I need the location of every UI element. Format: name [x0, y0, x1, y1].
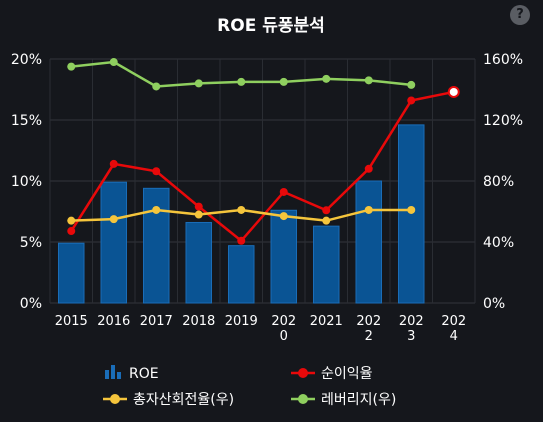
- grid-layer: [49, 58, 476, 304]
- roe-bar: [313, 225, 340, 304]
- x-tick-label: 3: [407, 329, 415, 344]
- roe-bar: [143, 187, 170, 304]
- x-tick-label: 202: [441, 314, 466, 329]
- legend-label: 순이익율: [321, 366, 373, 382]
- x-tick-label: 202: [356, 314, 381, 329]
- y-right-tick-label: 40%: [483, 235, 514, 251]
- series-point: [237, 236, 246, 245]
- bar-layer: [58, 124, 425, 304]
- series-point: [407, 96, 416, 105]
- series-point: [447, 85, 460, 98]
- legend-label: ROE: [129, 366, 159, 382]
- roe-bar: [185, 221, 212, 304]
- series-point: [237, 77, 246, 86]
- y-right-tick-label: 0%: [483, 296, 505, 312]
- legend-bar-icon: [111, 365, 115, 379]
- series-point: [109, 58, 118, 67]
- series-point: [109, 215, 118, 224]
- series-point: [364, 76, 373, 85]
- legend-label: 레버리지(우): [321, 392, 396, 408]
- series-line: [70, 90, 454, 243]
- roe-bar: [270, 209, 297, 304]
- legend-bar-icon: [117, 372, 121, 379]
- help-button[interactable]: ?: [510, 5, 530, 25]
- series-point: [364, 205, 373, 214]
- y-right-tick-label: 120%: [483, 113, 523, 129]
- series-point: [67, 62, 76, 71]
- chart-title: ROE 듀퐁분석: [217, 16, 325, 36]
- y-left-tick-label: 5%: [20, 235, 42, 251]
- y-right-tick-label: 160%: [483, 52, 523, 68]
- series-point: [152, 205, 161, 214]
- x-tick-label: 2015: [55, 314, 88, 329]
- x-tick-label: 2017: [140, 314, 173, 329]
- series-point: [194, 210, 203, 219]
- line-layer: [67, 58, 460, 245]
- x-tick-label: 2018: [182, 314, 215, 329]
- roe-bar: [228, 245, 255, 304]
- legend-marker-icon: [298, 368, 308, 378]
- x-tick-label: 202: [399, 314, 424, 329]
- series-point: [152, 167, 161, 176]
- legend-label: 총자산회전율(우): [133, 392, 234, 408]
- x-tick-label: 4: [450, 329, 458, 344]
- series-point: [237, 205, 246, 214]
- series-point: [109, 159, 118, 168]
- roe-bar: [355, 180, 382, 304]
- series-point: [279, 187, 288, 196]
- y-right-tick-label: 80%: [483, 174, 514, 190]
- x-tick-label: 2021: [310, 314, 343, 329]
- series-point: [364, 164, 373, 173]
- series-point: [322, 216, 331, 225]
- series-point: [152, 82, 161, 91]
- roe-bar: [100, 181, 127, 304]
- y-left-tick-label: 15%: [11, 113, 42, 129]
- x-tick-label: 2016: [97, 314, 130, 329]
- axis-layer: 0% 0% 5% 40% 10% 80% 15% 120% 20% 160% 2015 2016 201…: [11, 52, 523, 344]
- series-point: [194, 79, 203, 88]
- y-left-tick-label: 10%: [11, 174, 42, 190]
- legend-marker-icon: [298, 394, 308, 404]
- y-left-tick-label: 20%: [11, 52, 42, 68]
- series-point: [67, 216, 76, 225]
- x-tick-label: 2019: [225, 314, 258, 329]
- roe-bar: [58, 242, 85, 304]
- x-tick-label: 2: [365, 329, 373, 344]
- x-tick-label: 202: [271, 314, 296, 329]
- y-left-tick-label: 0%: [20, 296, 42, 312]
- x-tick-label: 0: [280, 329, 288, 344]
- legend-bar-icon: [105, 370, 109, 379]
- series-point: [322, 74, 331, 83]
- series-point: [322, 206, 331, 215]
- series-point: [194, 202, 203, 211]
- series-point: [67, 227, 76, 236]
- series-point: [279, 212, 288, 221]
- series-point: [407, 205, 416, 214]
- legend-marker-icon: [110, 394, 120, 404]
- series-point: [279, 77, 288, 86]
- series-point: [407, 80, 416, 89]
